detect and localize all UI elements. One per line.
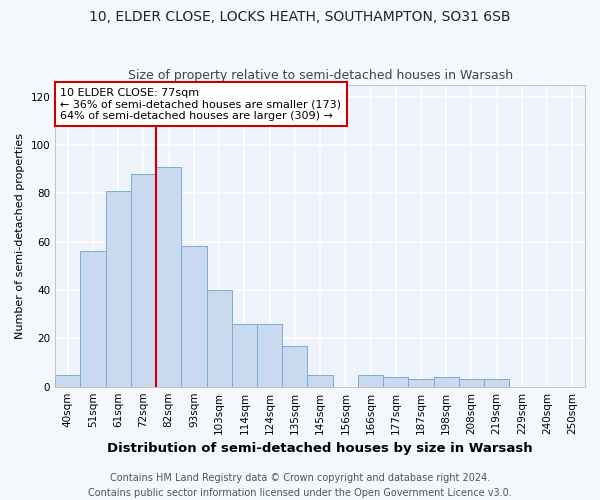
- Bar: [131, 174, 156, 386]
- Bar: [106, 191, 131, 386]
- Bar: [156, 166, 181, 386]
- X-axis label: Distribution of semi-detached houses by size in Warsash: Distribution of semi-detached houses by …: [107, 442, 533, 455]
- Bar: [358, 374, 383, 386]
- Text: Contains HM Land Registry data © Crown copyright and database right 2024.
Contai: Contains HM Land Registry data © Crown c…: [88, 472, 512, 498]
- Bar: [383, 377, 409, 386]
- Bar: [307, 374, 332, 386]
- Title: Size of property relative to semi-detached houses in Warsash: Size of property relative to semi-detach…: [128, 69, 512, 82]
- Bar: [232, 324, 257, 386]
- Bar: [181, 246, 206, 386]
- Bar: [409, 380, 434, 386]
- Bar: [282, 346, 307, 387]
- Bar: [80, 252, 106, 386]
- Text: 10, ELDER CLOSE, LOCKS HEATH, SOUTHAMPTON, SO31 6SB: 10, ELDER CLOSE, LOCKS HEATH, SOUTHAMPTO…: [89, 10, 511, 24]
- Y-axis label: Number of semi-detached properties: Number of semi-detached properties: [15, 132, 25, 338]
- Bar: [484, 380, 509, 386]
- Bar: [55, 374, 80, 386]
- Bar: [257, 324, 282, 386]
- Bar: [459, 380, 484, 386]
- Bar: [434, 377, 459, 386]
- Text: 10 ELDER CLOSE: 77sqm
← 36% of semi-detached houses are smaller (173)
64% of sem: 10 ELDER CLOSE: 77sqm ← 36% of semi-deta…: [61, 88, 341, 121]
- Bar: [206, 290, 232, 386]
